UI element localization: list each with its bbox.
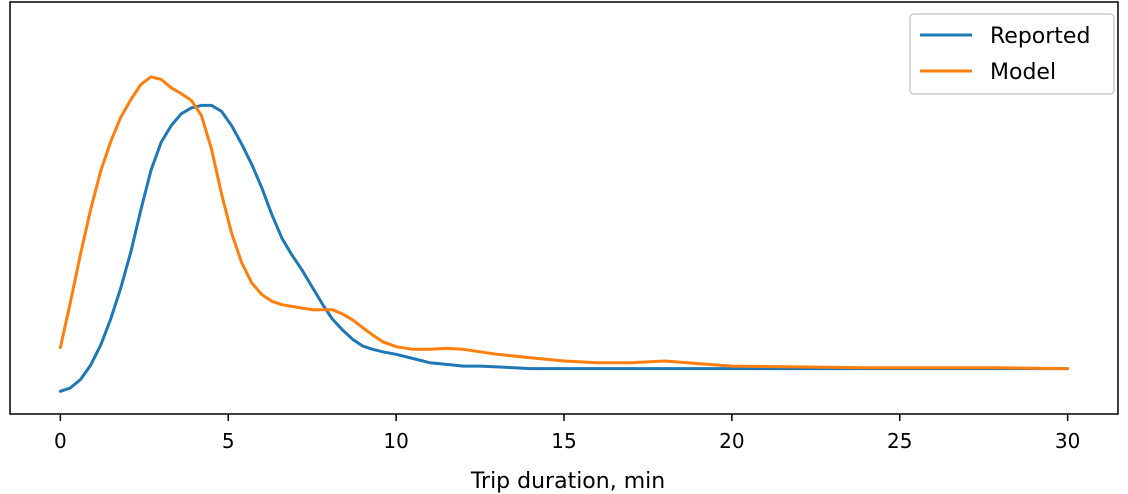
x-axis-label: Trip duration, min — [470, 469, 665, 494]
series-line-model — [58, 75, 1070, 371]
x-tick-label: 15 — [551, 429, 576, 453]
legend-label-reported: Reported — [990, 24, 1090, 49]
x-axis: 0 5 10 15 20 25 30 — [54, 414, 1080, 453]
x-tick-label: 5 — [222, 429, 235, 453]
x-tick-label: 20 — [719, 429, 744, 453]
x-tick-label: 30 — [1055, 429, 1080, 453]
legend-label-model: Model — [990, 60, 1056, 85]
x-tick-label: 10 — [383, 429, 408, 453]
plot-lines — [58, 75, 1070, 393]
legend: Reported Model — [909, 13, 1115, 95]
x-tick-label: 25 — [887, 429, 912, 453]
x-tick-label: 0 — [54, 429, 67, 453]
series-line-reported — [58, 103, 1070, 393]
